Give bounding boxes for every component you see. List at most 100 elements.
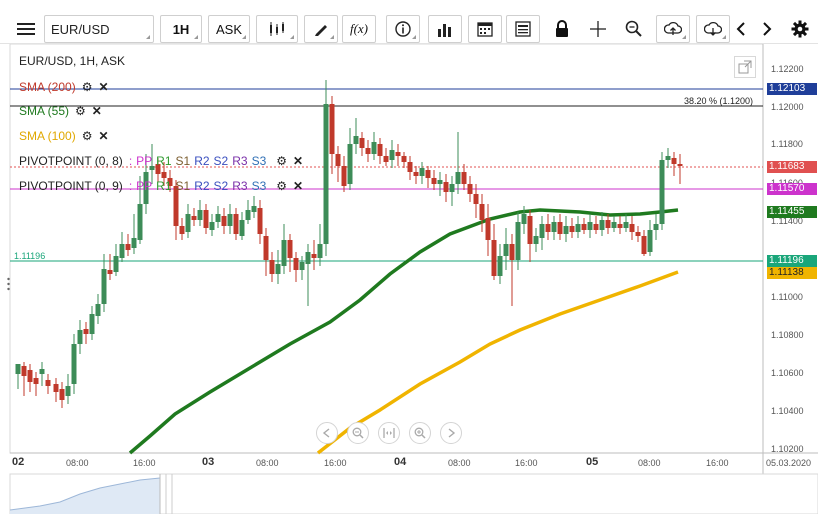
candles-button[interactable]	[256, 15, 298, 43]
price-tick: 1.11400	[771, 216, 803, 226]
close-icon[interactable]: ✕	[98, 129, 109, 143]
gear-icon[interactable]: ⚙	[81, 80, 93, 94]
scroll-back-button[interactable]	[316, 422, 338, 444]
candle-body	[185, 214, 191, 232]
gear-icon[interactable]: ⚙	[75, 104, 86, 118]
candle-body	[485, 218, 491, 240]
pivot-item-pp: PP	[136, 179, 153, 193]
candle-body	[599, 220, 605, 230]
candle-body	[527, 216, 533, 244]
info-button[interactable]	[386, 15, 420, 43]
calendar-button[interactable]	[468, 15, 502, 43]
candles-icon	[270, 22, 284, 36]
news-button[interactable]	[506, 15, 540, 43]
fit-icon	[383, 428, 395, 438]
candle-body	[455, 172, 461, 184]
candle-body	[89, 314, 95, 334]
time-tick: 03	[202, 456, 215, 468]
chart-area[interactable]: EUR/USD, 1H, ASK SMA (200) ⚙ ✕ SMA (55) ⚙…	[0, 44, 818, 514]
upload-button[interactable]	[656, 15, 690, 43]
candle-body	[389, 150, 395, 160]
candle-body	[449, 184, 455, 192]
candle-body	[509, 244, 515, 260]
symbol-input[interactable]: EUR/USD	[44, 15, 154, 43]
candle-body	[27, 370, 33, 382]
candle-body	[533, 236, 539, 244]
crosshair-button[interactable]	[584, 15, 612, 43]
candle-body	[323, 104, 329, 244]
candle-body	[209, 222, 215, 230]
candle-body	[377, 144, 383, 156]
candle-body	[467, 184, 473, 194]
lock-button[interactable]	[548, 15, 576, 43]
candle-body	[587, 222, 593, 230]
price-label-current: 1.11683	[767, 161, 817, 173]
menu-icon[interactable]	[12, 15, 40, 43]
price-tick: 1.11800	[771, 139, 803, 149]
pivot-item-s2: S2	[213, 179, 229, 193]
legend-pivot-9[interactable]: PIVOTPOINT (0, 9): PP R1 S1 R2 S2 R3 S3 ⚙ ✕	[19, 179, 303, 193]
candle-body	[479, 204, 485, 220]
price-label: 1.11455	[767, 206, 817, 218]
volume-button[interactable]	[428, 15, 462, 43]
time-tick: 04	[394, 456, 407, 468]
candle-body	[473, 194, 479, 204]
price-tick: 1.12000	[771, 102, 804, 112]
resize-handle[interactable]	[7, 277, 10, 293]
gear-icon[interactable]: ⚙	[81, 129, 93, 143]
time-tick: 05.03.2020	[766, 458, 812, 468]
candle-body	[401, 156, 407, 162]
calendar-icon	[477, 22, 493, 37]
candle-body	[353, 136, 359, 144]
fit-button[interactable]	[378, 422, 400, 444]
pivot-legend-sep: :	[128, 154, 133, 168]
price-type-select[interactable]: ASK	[208, 15, 250, 43]
settings-button[interactable]	[788, 15, 812, 43]
price-chart[interactable]	[0, 44, 818, 514]
close-icon[interactable]: ✕	[91, 104, 102, 118]
symbol-value: EUR/USD	[51, 21, 110, 37]
candle-body	[629, 224, 635, 232]
back-icon	[322, 428, 330, 438]
pivot-item-r3: R3	[232, 179, 248, 193]
legend-sma-100[interactable]: SMA (100) ⚙ ✕	[19, 129, 109, 143]
gear-icon[interactable]: ⚙	[276, 154, 288, 168]
zoom-button[interactable]	[620, 15, 648, 43]
legend-sma-200[interactable]: SMA (200) ⚙ ✕	[19, 80, 109, 94]
expand-icon[interactable]	[734, 56, 756, 78]
candle-body	[77, 330, 83, 344]
draw-button[interactable]	[304, 15, 338, 43]
function-button[interactable]: f(x)	[342, 15, 376, 43]
candle-body	[173, 186, 179, 226]
timeframe-select[interactable]: 1H	[160, 15, 202, 43]
pivot-item-s1: S1	[175, 179, 191, 193]
candle-body	[39, 369, 45, 374]
pivot-item-pp: PP	[136, 154, 153, 168]
candle-body	[299, 262, 305, 270]
time-tick: 16:00	[133, 458, 156, 468]
close-icon[interactable]: ✕	[293, 154, 304, 168]
legend-sma-55[interactable]: SMA (55) ⚙ ✕	[19, 104, 102, 118]
close-icon[interactable]: ✕	[293, 179, 304, 193]
zoom-in-button[interactable]	[409, 422, 431, 444]
candle-body	[659, 160, 665, 224]
candle-body	[155, 164, 161, 174]
close-icon[interactable]: ✕	[98, 80, 109, 94]
candle-body	[215, 214, 221, 222]
scroll-left-button[interactable]	[730, 15, 752, 43]
candle-body	[137, 204, 143, 240]
gear-icon[interactable]: ⚙	[276, 179, 288, 193]
zoom-out-button[interactable]	[347, 422, 369, 444]
pivot-level-tag: 1.11196	[14, 251, 46, 261]
candle-body	[227, 214, 233, 226]
legend-pivot-8[interactable]: PIVOTPOINT (0, 8): PP R1 S1 R2 S2 R3 S3 ⚙ ✕	[19, 154, 303, 168]
pivot-legend-label: PIVOTPOINT (0, 9)	[19, 179, 123, 193]
candle-body	[119, 244, 125, 258]
pivot-item-s2: S2	[213, 154, 229, 168]
scroll-forward-button[interactable]	[440, 422, 462, 444]
download-button[interactable]	[696, 15, 730, 43]
price-tick: 1.10600	[771, 368, 804, 378]
candle-body	[581, 224, 587, 230]
scroll-right-button[interactable]	[756, 15, 778, 43]
candle-body	[437, 180, 443, 184]
